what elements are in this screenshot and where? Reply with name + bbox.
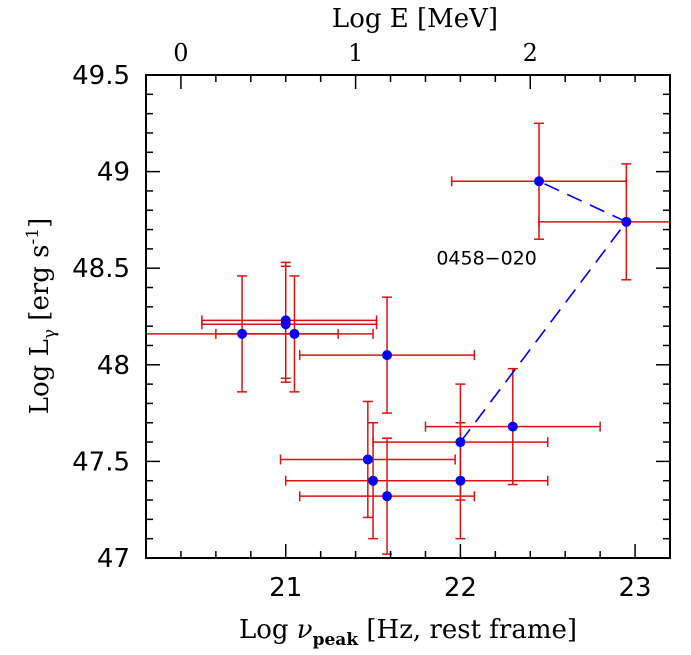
top-tick-label: 1	[348, 39, 363, 67]
top-tick-label: 0	[173, 39, 188, 67]
axis-ticks	[145, 74, 671, 559]
x-axis-title: Log νpeak [Hz, rest frame]	[239, 615, 577, 650]
data-point	[621, 216, 632, 227]
data-point	[280, 319, 291, 330]
y-tick-label: 47.5	[72, 447, 130, 477]
x-tick-label: 23	[619, 573, 652, 603]
error-bars	[146, 122, 670, 555]
data-point	[368, 475, 379, 486]
x-tick-label: 22	[444, 573, 477, 603]
y-tick-label: 49.5	[72, 61, 130, 91]
x-tick-labels: 21 22 23	[269, 573, 651, 603]
y-tick-label: 48.5	[72, 254, 130, 284]
data-point	[289, 328, 300, 339]
data-point	[382, 491, 393, 502]
y-tick-labels: 47 47.5 48 48.5 49 49.5	[72, 61, 130, 574]
y-tick-label: 49	[97, 158, 130, 188]
top-tick-labels: 0 1 2	[173, 39, 538, 67]
y-tick-label: 48	[97, 351, 130, 381]
data-point	[455, 437, 466, 448]
data-point	[362, 454, 373, 465]
annotations: 0458−020	[436, 247, 537, 269]
y-tick-label: 47	[97, 544, 130, 574]
top-axis-title: Log E [MeV]	[332, 4, 498, 34]
data-point	[507, 421, 518, 432]
y-axis-title: Log Lγ [erg s-1]	[23, 218, 60, 414]
dashed-connection-line	[459, 180, 628, 443]
annotation-label: 0458−020	[436, 247, 537, 269]
x-tick-label: 21	[269, 573, 302, 603]
top-tick-label: 2	[523, 39, 538, 67]
plot-frame	[145, 74, 671, 559]
data-point	[455, 475, 466, 486]
data-point	[237, 328, 248, 339]
data-points	[237, 176, 632, 502]
data-point	[534, 176, 544, 187]
data-point	[382, 350, 393, 361]
